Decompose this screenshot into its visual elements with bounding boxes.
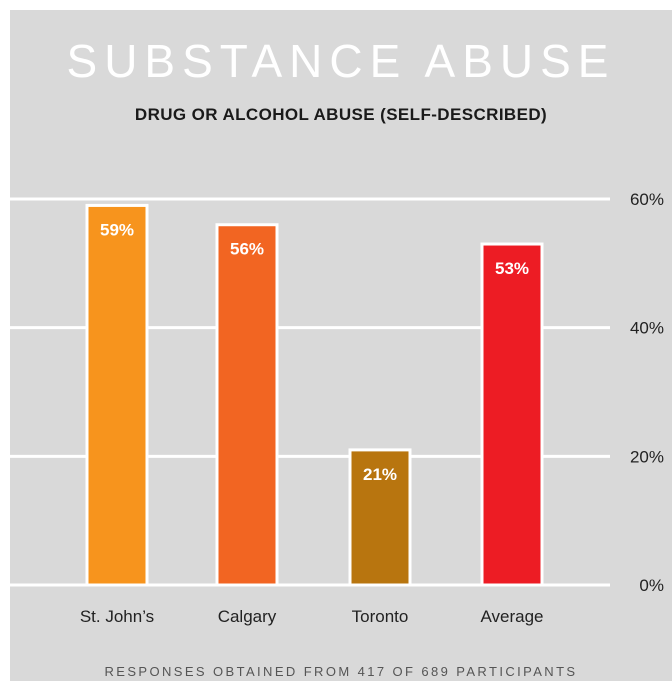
bar <box>348 448 412 587</box>
footnote: RESPONSES OBTAINED FROM 417 OF 689 PARTI… <box>104 664 578 679</box>
data-label: 53% <box>495 259 529 278</box>
category-label: Average <box>480 607 543 626</box>
bar <box>480 242 544 587</box>
chart-subtitle: DRUG OR ALCOHOL ABUSE (SELF-DESCRIBED) <box>134 105 548 124</box>
y-tick-label: 0% <box>639 576 664 595</box>
data-label: 21% <box>363 465 397 484</box>
category-label: Toronto <box>352 607 409 626</box>
bar <box>215 223 279 587</box>
bar-chart: 0% 20% 40% 60% 59% St. John’s 56% Calgary 21% Tor… <box>10 190 664 626</box>
category-label: Calgary <box>218 607 277 626</box>
data-label: 56% <box>230 240 264 259</box>
bar <box>85 203 149 587</box>
chart-title: SUBSTANCE ABUSE <box>66 35 616 87</box>
data-label: 59% <box>100 220 134 239</box>
y-tick-label: 20% <box>630 447 664 466</box>
y-tick-label: 40% <box>630 319 664 338</box>
category-label: St. John’s <box>80 607 154 626</box>
y-tick-label: 60% <box>630 190 664 209</box>
chart-panel: SUBSTANCE ABUSE DRUG OR ALCOHOL ABUSE (S… <box>10 10 672 681</box>
